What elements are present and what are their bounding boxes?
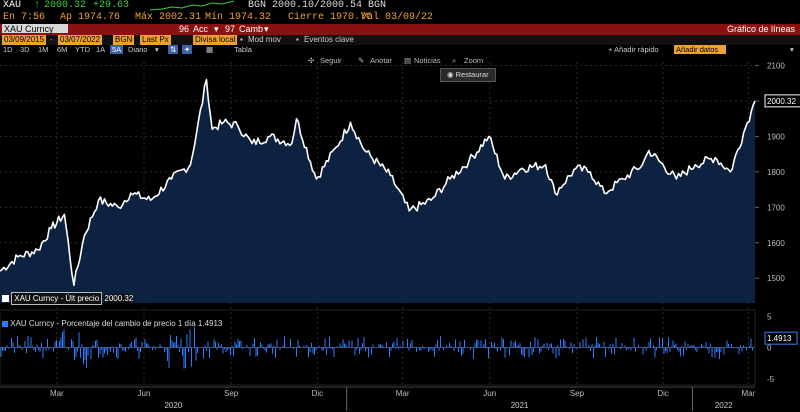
price-change: +29.63: [93, 0, 130, 11]
x-tick-label: Dic: [657, 389, 669, 398]
end-date-field[interactable]: 03/07/2022: [58, 35, 103, 45]
period-1m[interactable]: 1M: [38, 45, 49, 54]
price-legend[interactable]: XAU Curncy - Últ precio 2000.32: [2, 292, 134, 305]
news-icon[interactable]: ▤: [404, 56, 412, 65]
pct-legend[interactable]: XAU Curncy - Porcentaje del cambio de pr…: [2, 318, 222, 329]
news-button[interactable]: Noticias: [414, 56, 441, 65]
period-1d[interactable]: 1D: [3, 45, 13, 54]
checkbox-icon[interactable]: ▪: [296, 35, 299, 44]
pencil-icon[interactable]: ✎: [358, 56, 365, 65]
chevron-down-icon[interactable]: ▾: [264, 24, 269, 34]
close-price: Cierre 1970.7C: [288, 12, 373, 23]
field-selector[interactable]: Last Px: [140, 35, 171, 45]
currency-selector[interactable]: Divisa local: [193, 35, 238, 45]
x-tick-label: Mar: [741, 389, 755, 398]
x-tick-label: Sep: [224, 389, 239, 398]
restore-button[interactable]: ◉ Restaurar: [440, 68, 496, 82]
key-events-toggle[interactable]: Eventos clave: [304, 35, 354, 44]
pct-last-tag: [764, 331, 798, 345]
y-tick-label: 1900: [767, 132, 785, 141]
chevron-down-icon[interactable]: ▾: [790, 45, 794, 54]
interval-dropdown[interactable]: Diario: [128, 45, 148, 54]
sparkline: [150, 0, 235, 11]
year-label: 2022: [715, 401, 733, 410]
up-arrow-icon: ↑: [34, 0, 41, 11]
annotate-button[interactable]: Anotar: [370, 56, 393, 65]
quote-details: En 7:56 Ap 1974.76 Máx 2002.31 Mín 1974.…: [0, 12, 800, 24]
date-separator: -: [50, 35, 53, 44]
low-price: Mín 1974.32: [205, 12, 272, 23]
last-value-tag: [764, 94, 800, 108]
price-area: [0, 79, 755, 303]
high-price: Máx 2002.31: [135, 12, 202, 23]
bid-ask: BGN 2000.10/2000.54 BGN: [248, 0, 387, 11]
chevron-down-icon[interactable]: ▾: [155, 45, 159, 54]
command-bar: XAU Curncy 96 Acc ▾ 97 Camb ▾ Gráfico de…: [0, 24, 800, 35]
table-button[interactable]: Tabla: [234, 45, 252, 54]
chart-area[interactable]: 15001600170018001900200021002000.3250-51…: [0, 54, 800, 412]
follow-icon[interactable]: ✣: [308, 56, 315, 65]
period-bar: 1D 3D 1M 6M YTD 1A 5A Diario ▾ ⇅ ✦ ▦ Tab…: [0, 45, 800, 54]
x-tick-label: Dic: [312, 389, 324, 398]
pct-last-label: 1.4913: [767, 334, 792, 343]
x-tick-label: Mar: [396, 389, 410, 398]
value-date: Val 03/09/22: [361, 12, 434, 23]
x-tick-label: Mar: [50, 389, 64, 398]
y-tick-label: 2100: [767, 62, 785, 71]
period-5a[interactable]: 5A: [110, 45, 124, 54]
follow-button[interactable]: Seguir: [320, 56, 342, 65]
security-field[interactable]: XAU Curncy: [2, 24, 68, 34]
chart-type-icon[interactable]: ⇅: [168, 45, 179, 54]
legend-swatch: [2, 295, 9, 303]
price-line: [0, 78, 756, 287]
chevron-down-icon[interactable]: ▾: [214, 24, 219, 34]
date-range-bar: 03/09/2015 - 03/07/2022 BGN Last Px Divi…: [0, 35, 800, 45]
pct-tick-label: 5: [767, 312, 772, 321]
zoom-icon[interactable]: ⌕: [452, 56, 457, 65]
open-price: Ap 1974.76: [60, 12, 121, 23]
y-tick-label: 1500: [767, 274, 785, 283]
quote-time: En 7:56: [3, 12, 46, 23]
x-tick-label: Sep: [570, 389, 585, 398]
settings-icon[interactable]: ✦: [182, 45, 193, 54]
period-6m[interactable]: 6M: [57, 45, 68, 54]
price-legend-value: 2000.32: [104, 294, 134, 303]
x-tick-label: Jun: [483, 389, 496, 398]
x-tick-label: Jun: [138, 389, 151, 398]
restore-label: Restaurar: [455, 70, 489, 79]
last-price: 2000.32: [44, 0, 87, 11]
y-tick-label: 1600: [767, 239, 785, 248]
camb-number: 97: [225, 24, 236, 34]
y-tick-label: 1700: [767, 203, 785, 212]
zoom-button[interactable]: Zoom: [464, 56, 484, 65]
chart-type-label[interactable]: Gráfico de líneas: [727, 24, 796, 34]
restore-icon: ◉: [447, 70, 454, 79]
action-number: 96: [179, 24, 190, 34]
add-studies-field[interactable]: Añadir datos: [674, 45, 726, 54]
table-icon[interactable]: ▦: [206, 45, 214, 54]
move-mode-toggle[interactable]: Mod mov: [248, 35, 281, 44]
pct-tick-label: 0: [767, 344, 772, 353]
period-3d[interactable]: 3D: [20, 45, 30, 54]
pct-legend-label: XAU Curncy - Porcentaje del cambio de pr…: [10, 319, 196, 328]
ticker-label: XAU: [3, 0, 22, 11]
legend-swatch: [2, 320, 8, 327]
pct-legend-value: 1.4913: [197, 319, 223, 328]
add-quick-button[interactable]: + Añadir rápido: [608, 45, 659, 54]
quote-header: XAU ↑ 2000.32 +29.63 BGN 2000.10/2000.54…: [0, 0, 800, 12]
period-ytd[interactable]: YTD: [75, 45, 90, 54]
source-field[interactable]: BGN: [113, 35, 135, 45]
actions-menu[interactable]: Acc: [193, 24, 209, 34]
start-date-field[interactable]: 03/09/2015: [2, 35, 47, 45]
y-tick-label: 1800: [767, 168, 785, 177]
last-value-label: 2000.32: [767, 97, 796, 106]
year-label: 2020: [164, 401, 182, 410]
pct-tick-label: -5: [767, 375, 775, 384]
camb-menu[interactable]: Camb: [239, 24, 264, 34]
year-label: 2021: [511, 401, 529, 410]
checkbox-icon[interactable]: ▪: [240, 35, 243, 44]
period-1a[interactable]: 1A: [96, 45, 106, 54]
price-legend-label: XAU Curncy - Últ precio: [11, 292, 103, 305]
